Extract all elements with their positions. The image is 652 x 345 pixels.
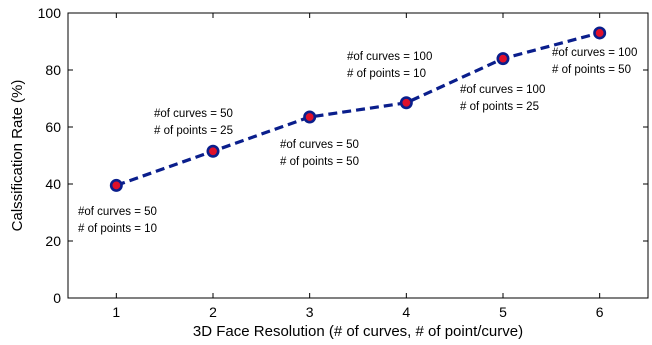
point-annotations: #of curves = 50 # of points = 10 #of curve… [78,47,637,235]
x-tick-label: 3 [306,304,314,320]
annotation-points: # of points = 25 [460,101,539,113]
annotation-curves: #of curves = 50 [154,108,233,120]
annotation-points: # of points = 50 [280,156,359,168]
annotation-curves: #of curves = 100 [347,51,432,63]
data-point [496,52,510,66]
annotation-points: # of points = 10 [347,68,426,80]
x-tick-label: 1 [112,304,120,320]
annotation-curves: #of curves = 50 [280,139,359,151]
y-tick-label: 0 [53,290,61,306]
y-tick-label: 40 [45,176,61,192]
annotation-points: # of points = 50 [552,64,631,76]
annotation-curves: #of curves = 100 [460,84,545,96]
data-markers [109,26,607,192]
data-point [303,110,317,124]
x-tick-label: 2 [209,304,217,320]
y-axis-label: Calssification Rate (%) [9,80,26,232]
data-point [206,144,220,158]
annotation-curves: #of curves = 100 [552,47,637,59]
annotation-points: # of points = 25 [154,125,233,137]
data-point [399,96,413,110]
x-tick-label: 5 [499,304,507,320]
annotation-curves: #of curves = 50 [78,206,157,218]
annotation-points: # of points = 10 [78,223,157,235]
x-tick-label: 4 [402,304,410,320]
data-point [109,178,123,192]
y-tick-label: 60 [45,119,61,135]
plot-frame [67,12,649,299]
y-tick-label: 20 [45,233,61,249]
y-tick-label: 100 [38,5,62,21]
data-point [593,26,607,40]
series-line [115,31,601,187]
x-axis-label: 3D Face Resolution (# of curves, # of po… [193,323,523,340]
x-tick-label: 6 [596,304,604,320]
y-tick-label: 80 [45,62,61,78]
